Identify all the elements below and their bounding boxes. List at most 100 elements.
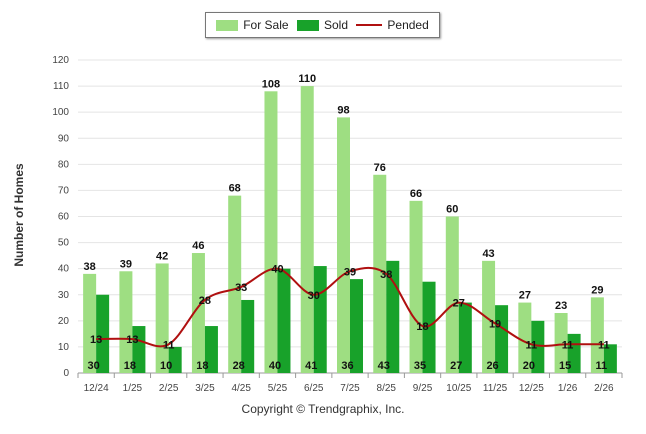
- x-tick-1/25: 1/25: [123, 383, 143, 394]
- bar-sold-3/25: [204, 326, 218, 373]
- label-for-sale-2/25: 42: [156, 250, 168, 262]
- label-for-sale-1/26: 23: [555, 300, 567, 312]
- x-tick-10/25: 10/25: [446, 383, 471, 394]
- legend-item-sold[interactable]: Sold: [296, 18, 348, 32]
- x-tick-9/25: 9/25: [413, 383, 433, 394]
- label-pended-1/25: 13: [126, 334, 138, 346]
- legend-label-sold: Sold: [323, 18, 348, 32]
- y-tick-90: 90: [58, 133, 70, 144]
- x-tick-8/25: 8/25: [377, 383, 397, 394]
- label-pended-12/24: 13: [90, 334, 102, 346]
- label-for-sale-12/25: 27: [519, 290, 531, 302]
- label-sold-6/25: 41: [305, 360, 317, 372]
- bar-sold-12/25: [531, 320, 545, 373]
- bar-sold-9/25: [422, 281, 436, 373]
- legend-swatch-sold: [296, 19, 319, 31]
- label-for-sale-3/25: 46: [192, 240, 204, 252]
- x-axis-ticks: 12/24 1/25 2/25 3/25 4/25 5/25 6/25 7/25 8/25 9/2…: [77, 373, 623, 394]
- label-pended-12/25: 11: [526, 339, 538, 351]
- y-tick-70: 70: [58, 185, 70, 196]
- bar-sold-10/25: [458, 302, 472, 373]
- x-tick-3/25: 3/25: [195, 383, 215, 394]
- bar-sold-2/25: [168, 346, 182, 373]
- pended-line: [96, 266, 604, 348]
- x-tick-5/25: 5/25: [268, 383, 288, 394]
- label-for-sale-9/25: 66: [410, 188, 422, 200]
- bar-for-sale-12/24: [83, 273, 97, 373]
- bar-for-sale-9/25: [409, 200, 423, 373]
- bar-for-sale-11/25: [482, 260, 496, 373]
- bar-for-sale-2/26: [590, 297, 604, 373]
- label-sold-9/25: 35: [414, 360, 426, 372]
- bar-sold-12/24: [96, 294, 110, 373]
- legend-item-for-sale[interactable]: For Sale: [216, 18, 289, 32]
- x-tick-6/25: 6/25: [304, 383, 324, 394]
- bar-sold-2/26: [603, 344, 617, 373]
- bar-sold-5/25: [277, 268, 291, 373]
- y-tick-0: 0: [63, 368, 69, 379]
- bar-for-sale-6/25: [300, 86, 314, 373]
- y-tick-110: 110: [53, 81, 69, 92]
- label-for-sale-4/25: 68: [229, 183, 241, 195]
- label-sold-2/26: 11: [596, 360, 608, 372]
- label-sold-2/25: 10: [160, 360, 172, 372]
- label-for-sale-7/25: 98: [337, 104, 349, 116]
- label-for-sale-1/25: 39: [120, 258, 132, 270]
- x-tick-2/25: 2/25: [159, 383, 179, 394]
- legend-label-pended: Pended: [387, 18, 429, 32]
- label-for-sale-5/25: 108: [262, 78, 280, 90]
- pended-series-line: [96, 266, 604, 348]
- label-sold-4/25: 28: [233, 360, 245, 372]
- bar-for-sale-3/25: [191, 253, 205, 373]
- label-sold-1/26: 15: [559, 360, 571, 372]
- label-for-sale-8/25: 76: [374, 162, 386, 174]
- y-tick-50: 50: [58, 238, 70, 249]
- bar-for-sale-12/25: [518, 302, 532, 373]
- bar-for-sale-2/25: [155, 263, 169, 373]
- bar-sold-7/25: [350, 279, 363, 373]
- label-sold-12/25: 20: [523, 360, 535, 372]
- label-pended-8/25: 38: [380, 269, 392, 281]
- data-labels: 38 30 39 18 42 10 46 18 68 28 108 40 110 41 98 36 76 43 66…: [84, 73, 610, 372]
- y-tick-30: 30: [58, 290, 70, 301]
- y-tick-120: 120: [52, 55, 69, 66]
- legend-item-pended[interactable]: Pended: [356, 18, 429, 32]
- label-pended-10/25: 27: [453, 298, 465, 310]
- label-pended-3/25: 28: [199, 295, 211, 307]
- x-tick-4/25: 4/25: [231, 383, 251, 394]
- y-axis-ticks: 0 10 20 30 40 50 60 70 80 90 100 110 120: [52, 55, 69, 379]
- bar-sold-1/25: [132, 326, 146, 373]
- label-sold-3/25: 18: [196, 360, 208, 372]
- bar-sold-4/25: [241, 299, 255, 373]
- label-sold-10/25: 27: [450, 360, 462, 372]
- label-for-sale-2/26: 29: [591, 284, 603, 296]
- bar-for-sale-8/25: [373, 174, 387, 373]
- x-tick-12/25: 12/25: [519, 383, 544, 394]
- label-pended-6/25: 30: [308, 290, 320, 302]
- label-pended-4/25: 33: [235, 282, 247, 294]
- label-sold-1/25: 18: [124, 360, 136, 372]
- bar-sold-11/25: [495, 305, 509, 373]
- bar-for-sale-1/25: [119, 271, 133, 373]
- legend-label-for-sale: For Sale: [243, 18, 289, 32]
- legend-swatch-pended: [356, 24, 383, 26]
- y-tick-20: 20: [58, 316, 70, 327]
- label-pended-2/26: 11: [598, 339, 610, 351]
- label-pended-1/26: 11: [562, 339, 574, 351]
- y-tick-60: 60: [58, 212, 70, 223]
- label-for-sale-10/25: 60: [446, 204, 458, 216]
- label-pended-9/25: 18: [416, 321, 428, 333]
- x-tick-2/26: 2/26: [594, 383, 614, 394]
- bar-sold-6/25: [313, 266, 327, 373]
- bar-for-sale-7/25: [337, 117, 350, 373]
- bar-for-sale-10/25: [445, 216, 459, 373]
- label-sold-7/25: 36: [341, 360, 353, 372]
- y-tick-40: 40: [58, 264, 70, 275]
- x-tick-1/26: 1/26: [558, 383, 578, 394]
- label-for-sale-11/25: 43: [482, 248, 494, 260]
- y-tick-100: 100: [52, 107, 69, 118]
- label-pended-7/25: 39: [344, 266, 356, 278]
- x-tick-7/25: 7/25: [340, 383, 360, 394]
- y-tick-80: 80: [58, 159, 70, 170]
